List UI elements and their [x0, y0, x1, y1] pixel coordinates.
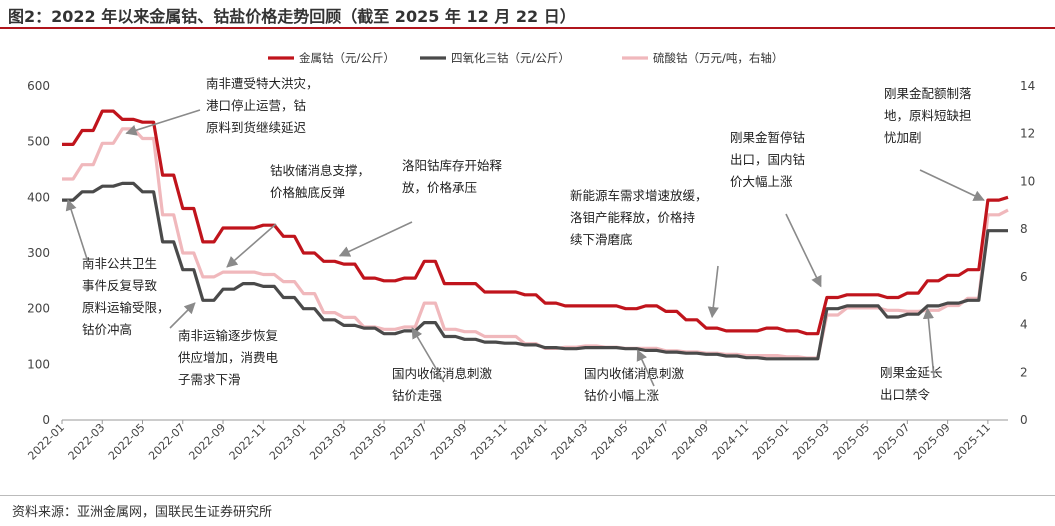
- x-tick-label: 2024-05: [589, 421, 631, 463]
- annotation-text: 刚果金暂停钴: [730, 130, 805, 145]
- annotation-text: 出口，国内钴: [730, 152, 805, 167]
- x-tick-label: 2022-09: [186, 421, 228, 463]
- x-tick-label: 2022-05: [106, 421, 148, 463]
- x-tick-label: 2024-11: [710, 421, 752, 463]
- annotation-layer: 南非遭受特大洪灾，港口停止运营，钴原料到货继续延迟钴收储消息支撑，价格触底反弹洛…: [65, 76, 985, 403]
- annotation-arrow: [411, 327, 445, 383]
- annotation-arrow: [922, 307, 935, 379]
- annotation-text: 地，原料短缺担: [884, 108, 972, 123]
- annotation-text: 国内收储消息刺激: [392, 366, 493, 381]
- x-tick-label: 2023-03: [307, 421, 349, 463]
- series-line-0: [62, 109, 1009, 336]
- x-tick-label: 2022-01: [25, 421, 67, 463]
- annotation-text: 出口禁令: [880, 387, 931, 402]
- annotation-text: 价格触底反弹: [270, 185, 345, 200]
- y-left-tick-label: 600: [27, 79, 50, 93]
- x-tick-label: 2025-03: [790, 421, 832, 463]
- annotation-text: 刚果金延长: [880, 365, 943, 380]
- y-left-tick-label: 200: [27, 302, 50, 316]
- annotation-text: 钴价冲高: [82, 322, 132, 337]
- x-tick-label: 2025-09: [911, 421, 953, 463]
- annotation-arrow: [338, 221, 413, 257]
- y-left-tick-label: 500: [27, 135, 50, 149]
- annotation-text: 钴收储消息支撑，: [270, 163, 370, 178]
- x-tick-label: 2025-01: [750, 421, 792, 463]
- y-right-tick-label: 8: [1020, 222, 1028, 236]
- annotation-text: 钴价小幅上涨: [584, 388, 660, 403]
- y-right-tick-label: 14: [1020, 79, 1035, 93]
- annotation-arrow: [636, 349, 655, 387]
- y-right-tick-label: 10: [1020, 174, 1035, 188]
- y-right-tick-label: 6: [1020, 270, 1028, 284]
- x-tick-label: 2024-01: [508, 421, 550, 463]
- series-layer: [62, 109, 1009, 361]
- annotation-text: 忧加剧: [884, 130, 922, 145]
- x-tick-label: 2022-07: [146, 421, 188, 463]
- annotation-text: 放，价格承压: [402, 180, 477, 195]
- x-tick-label: 2022-03: [66, 421, 108, 463]
- x-tick-label: 2022-11: [227, 421, 269, 463]
- annotation-arrow: [919, 169, 985, 201]
- series-line-1: [62, 181, 1008, 361]
- y-left-tick-label: 400: [27, 190, 50, 204]
- footer-divider: [0, 495, 1055, 496]
- title-divider: [0, 27, 1055, 29]
- annotation-arrow: [785, 213, 822, 288]
- chart-title: 图2：2022 年以来金属钴、钴盐价格走势回顾（截至 2025 年 12 月 2…: [8, 7, 576, 26]
- x-tick-label: 2023-07: [388, 421, 430, 463]
- y-right-tick-label: 12: [1020, 127, 1035, 141]
- y-left-tick-label: 300: [27, 246, 50, 260]
- annotation-text: 刚果金配额制落: [884, 86, 972, 101]
- x-tick-label: 2024-07: [629, 421, 671, 463]
- annotation-text: 事件反复导致: [82, 278, 158, 293]
- x-tick-label: 2023-05: [347, 421, 389, 463]
- annotation-text: 子需求下滑: [178, 372, 241, 387]
- y-left-tick-label: 100: [27, 357, 50, 371]
- annotation-text: 南非运输逐步恢复: [178, 328, 279, 343]
- annotation-text: 原料到货继续延迟: [206, 120, 307, 135]
- x-tick-label: 2023-11: [468, 421, 510, 463]
- x-tick-label: 2024-03: [549, 421, 591, 463]
- annotation-text: 价大幅上涨: [730, 174, 793, 189]
- source-note: 资料来源：亚洲金属网，国联民生证券研究所: [12, 505, 273, 520]
- annotation-text: 供应增加，消费电: [178, 350, 279, 365]
- annotation-text: 洛钼产能释放，价格持: [570, 210, 695, 225]
- x-tick-label: 2023-01: [267, 421, 309, 463]
- annotation-text: 南非遭受特大洪灾，: [206, 76, 319, 91]
- legend-label: 金属钴（元/公斤）: [299, 51, 395, 65]
- annotation-text: 洛阳钴库存开始释: [402, 158, 503, 173]
- y-right-tick-label: 4: [1020, 318, 1028, 332]
- annotation-text: 续下滑磨底: [570, 232, 633, 247]
- legend-layer: 金属钴（元/公斤） 四氧化三钴（元/公斤） 硫酸钴（万元/吨，右轴）: [268, 51, 783, 65]
- y-right-tick-label: 0: [1020, 413, 1028, 427]
- annotation-arrow: [169, 302, 196, 329]
- x-tick-label: 2025-05: [831, 421, 873, 463]
- annotation-text: 原料运输受限，: [82, 300, 170, 315]
- y-left-tick-label: 0: [42, 413, 50, 427]
- y-right-tick-label: 2: [1020, 365, 1028, 379]
- annotation-text: 港口停止运营，钴: [206, 98, 306, 113]
- annotation-text: 钴价走强: [392, 388, 443, 403]
- annotation-arrow: [125, 109, 201, 136]
- x-tick-label: 2025-07: [871, 421, 913, 463]
- legend-label: 四氧化三钴（元/公斤）: [451, 51, 570, 65]
- annotation-text: 新能源车需求增速放缓，: [570, 188, 708, 203]
- annotation-arrow: [226, 223, 277, 268]
- x-tick-label: 2025-11: [951, 421, 993, 463]
- annotation-text: 南非公共卫生: [82, 256, 157, 271]
- x-tick-label: 2024-09: [670, 421, 712, 463]
- annotation-text: 国内收储消息刺激: [584, 366, 685, 381]
- annotation-arrow: [65, 199, 89, 263]
- annotation-arrow: [707, 265, 719, 319]
- cobalt-price-chart: 0100200300400500600024681012142022-01202…: [25, 51, 1035, 463]
- x-tick-label: 2023-09: [428, 421, 470, 463]
- legend-label: 硫酸钴（万元/吨，右轴）: [653, 51, 783, 65]
